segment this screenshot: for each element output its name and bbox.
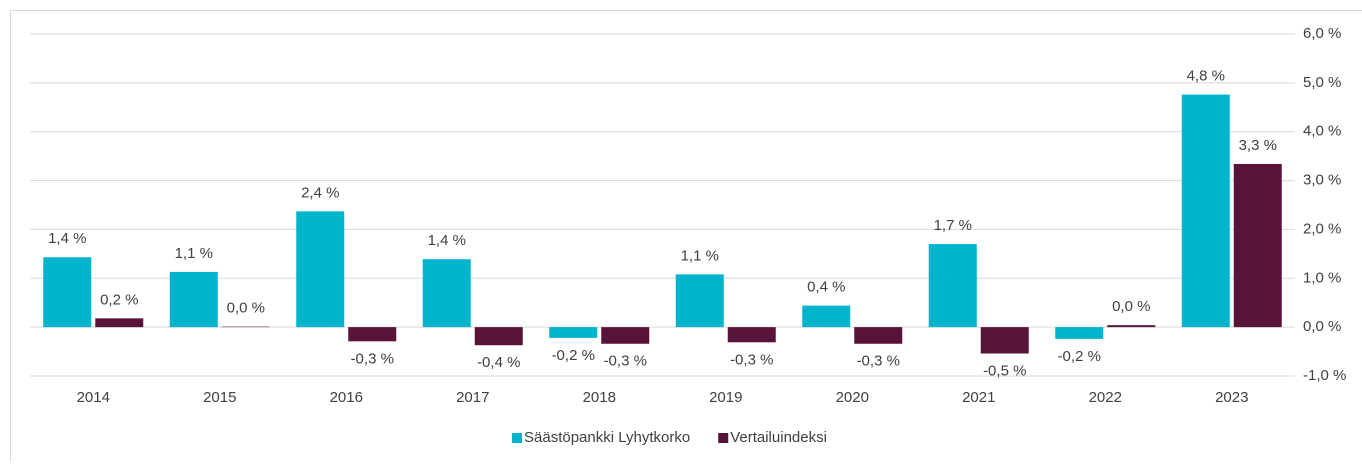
bar bbox=[601, 327, 649, 344]
value-label: -0,5 % bbox=[983, 362, 1026, 379]
y-tick-label: 4,0 % bbox=[1303, 123, 1341, 140]
bar bbox=[981, 327, 1029, 353]
value-label: 0,2 % bbox=[100, 291, 138, 308]
x-tick-label: 2019 bbox=[709, 389, 742, 406]
legend-swatch bbox=[512, 433, 522, 443]
bar bbox=[802, 306, 850, 327]
x-tick-label: 2015 bbox=[203, 389, 236, 406]
value-label: 3,3 % bbox=[1239, 137, 1277, 154]
value-label: 0,0 % bbox=[227, 300, 265, 317]
bar bbox=[423, 259, 471, 327]
bar bbox=[854, 327, 902, 344]
value-label: 4,8 % bbox=[1187, 68, 1225, 85]
x-tick-label: 2022 bbox=[1089, 389, 1122, 406]
legend-label: Vertailuindeksi bbox=[730, 429, 827, 446]
y-tick-label: 6,0 % bbox=[1303, 25, 1341, 42]
bar bbox=[296, 211, 344, 327]
y-tick-label: 5,0 % bbox=[1303, 74, 1341, 91]
value-label: 0,0 % bbox=[1112, 298, 1150, 315]
legend-swatch bbox=[718, 433, 728, 443]
bar bbox=[348, 327, 396, 341]
bar bbox=[170, 272, 218, 327]
value-label: 1,7 % bbox=[934, 217, 972, 234]
value-label: -0,4 % bbox=[477, 354, 520, 371]
value-label: -0,2 % bbox=[552, 347, 595, 364]
x-tick-label: 2018 bbox=[583, 389, 616, 406]
y-tick-label: 0,0 % bbox=[1303, 318, 1341, 335]
bar bbox=[1055, 327, 1103, 339]
x-tick-label: 2021 bbox=[962, 389, 995, 406]
value-label: 0,4 % bbox=[807, 279, 845, 296]
x-tick-label: 2014 bbox=[77, 389, 110, 406]
value-label: 1,4 % bbox=[48, 230, 86, 247]
x-tick-label: 2023 bbox=[1215, 389, 1248, 406]
legend-label: Säästöpankki Lyhytkorko bbox=[524, 429, 690, 446]
bar bbox=[1234, 164, 1282, 327]
value-label: -0,3 % bbox=[351, 350, 394, 367]
bar bbox=[1182, 95, 1230, 328]
value-label: -0,3 % bbox=[857, 353, 900, 370]
value-label: 1,4 % bbox=[428, 232, 466, 249]
bar bbox=[475, 327, 523, 345]
bar bbox=[676, 274, 724, 327]
x-tick-label: 2017 bbox=[456, 389, 489, 406]
value-label: 1,1 % bbox=[681, 247, 719, 264]
bar bbox=[549, 327, 597, 338]
value-label: -0,2 % bbox=[1058, 348, 1101, 365]
x-tick-label: 2020 bbox=[836, 389, 869, 406]
y-tick-label: -1,0 % bbox=[1303, 367, 1346, 384]
value-label: -0,3 % bbox=[604, 353, 647, 370]
bar bbox=[95, 318, 143, 327]
bar bbox=[728, 327, 776, 342]
value-label: -0,3 % bbox=[730, 351, 773, 368]
y-tick-label: 2,0 % bbox=[1303, 220, 1341, 237]
value-label: 2,4 % bbox=[301, 184, 339, 201]
bar bbox=[1107, 325, 1155, 327]
x-tick-label: 2016 bbox=[330, 389, 363, 406]
y-tick-label: 3,0 % bbox=[1303, 172, 1341, 189]
bar bbox=[929, 244, 977, 327]
bar bbox=[43, 257, 91, 327]
value-label: 1,1 % bbox=[175, 245, 213, 262]
y-tick-label: 1,0 % bbox=[1303, 269, 1341, 286]
